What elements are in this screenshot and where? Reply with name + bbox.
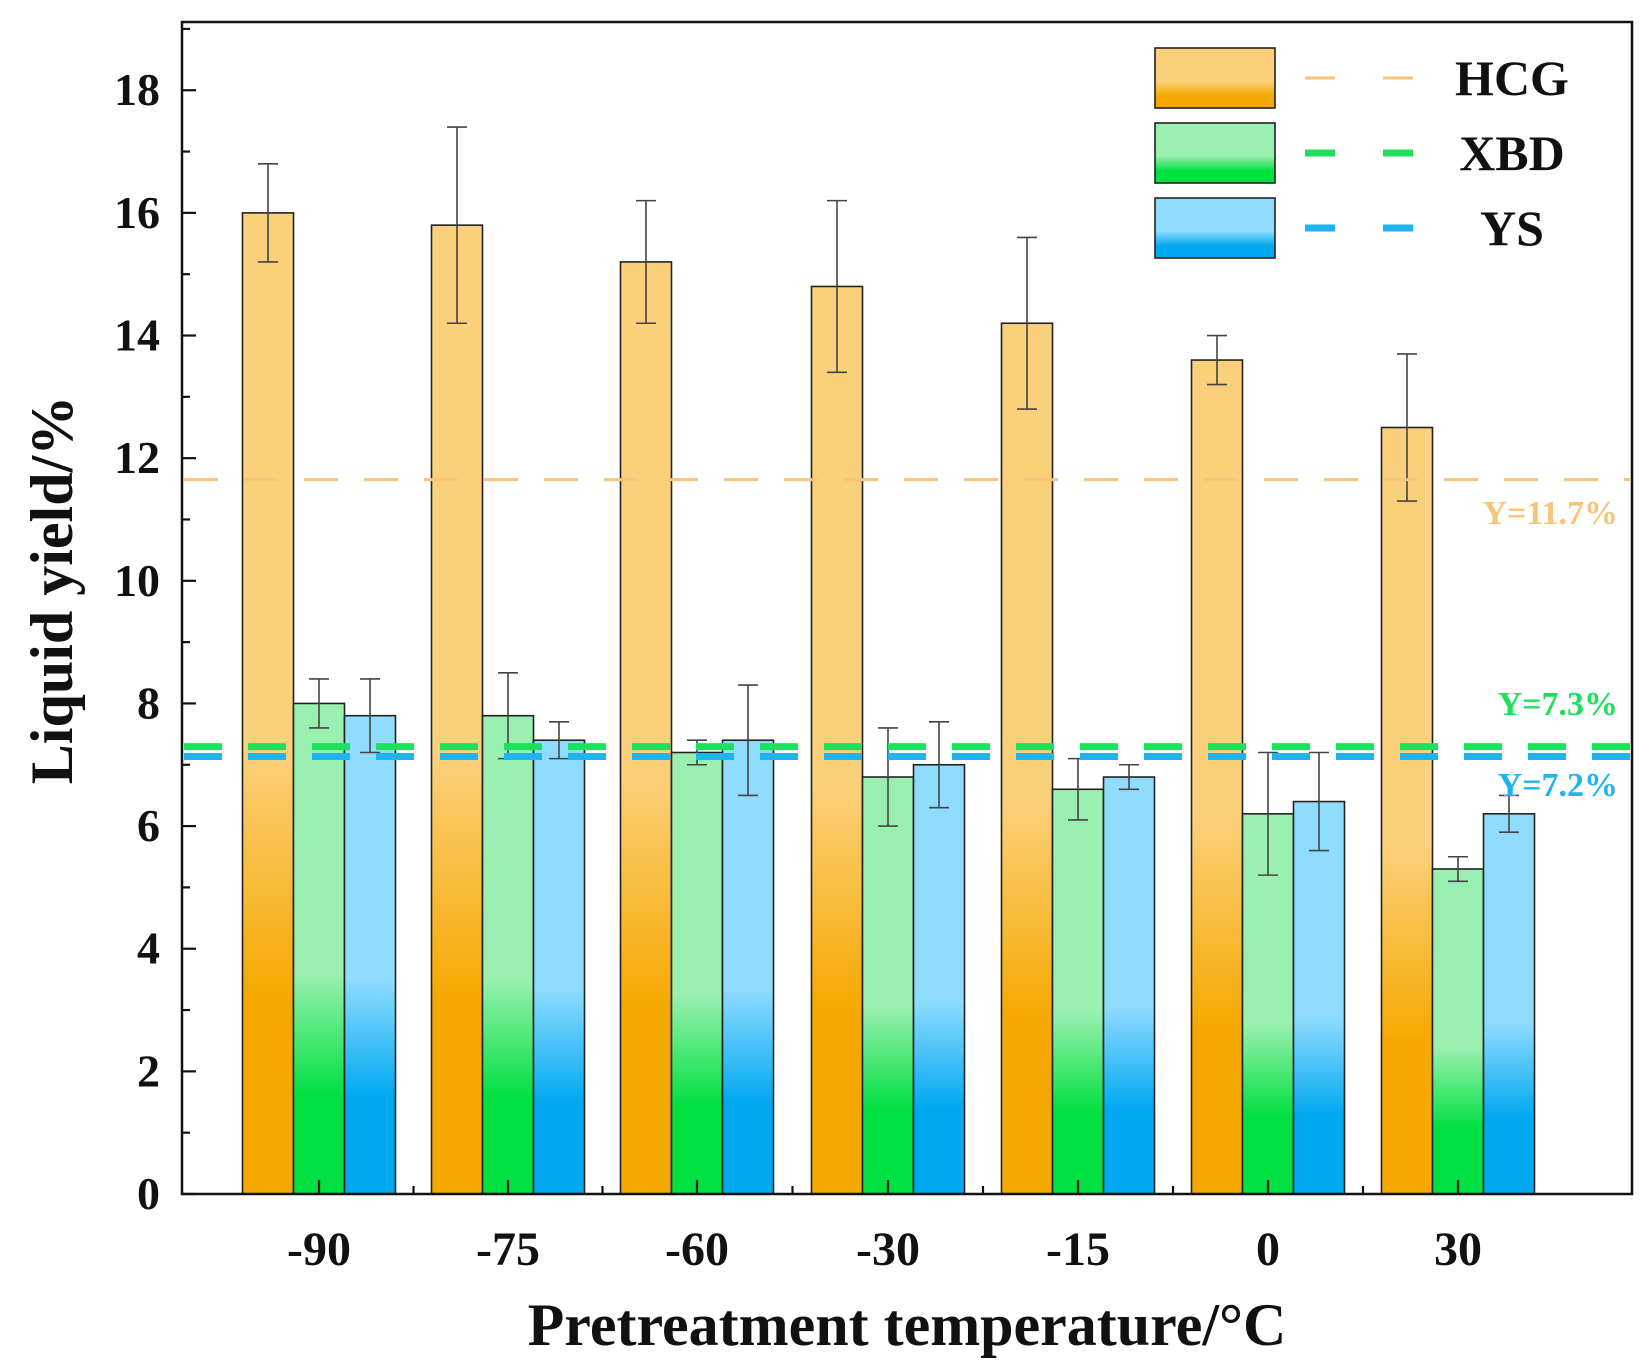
legend-swatch-hcg (1154, 47, 1276, 109)
bar-ys-30 (1482, 813, 1536, 1195)
bar-xbd-0 (1241, 813, 1295, 1195)
legend-entry-xbd: XBD (1154, 122, 1565, 184)
bar-xbd-30 (1431, 868, 1485, 1195)
legend-label-xbd: XBD (1459, 125, 1565, 181)
x-tick-label: -15 (1046, 1223, 1110, 1276)
error-bar-ys--75 (549, 721, 569, 760)
error-bar-xbd-0 (1258, 751, 1278, 876)
x-tick-label: -75 (476, 1223, 540, 1276)
x-tick-label: 0 (1256, 1223, 1280, 1276)
error-bar-ys--15 (1119, 763, 1139, 791)
bar-ys--30 (912, 763, 966, 1195)
x-tick-label: -60 (665, 1223, 729, 1276)
error-bar-ys-30 (1499, 794, 1519, 834)
legend: HCG XBD YS (1154, 47, 1569, 259)
y-axis-title: Liquid yield/% (19, 396, 85, 784)
error-bar-ys--60 (738, 684, 758, 797)
bar-hcg--75 (430, 224, 484, 1195)
plot-frame (180, 20, 1634, 1196)
error-bar-hcg--15 (1017, 236, 1037, 410)
y-tick-label: 14 (114, 310, 160, 361)
x-tick-label: -30 (856, 1223, 920, 1276)
legend-entry-ys: YS (1154, 197, 1544, 259)
bar-hcg-0 (1190, 359, 1244, 1195)
bar-ys--60 (721, 739, 775, 1195)
legend-swatch-ys (1154, 197, 1276, 259)
y-tick-label: 18 (114, 64, 160, 115)
legend-entry-hcg: HCG (1154, 47, 1569, 109)
bar-hcg--90 (241, 212, 295, 1195)
bar-xbd--90 (292, 702, 346, 1195)
bar-hcg--30 (810, 285, 864, 1195)
bar-ys-0 (1292, 800, 1346, 1195)
bars-layer (241, 212, 1536, 1195)
error-bar-hcg-0 (1207, 334, 1227, 386)
y-tick-label: 0 (137, 1168, 160, 1219)
legend-swatch-xbd (1154, 122, 1276, 184)
y-tick-label: 2 (137, 1045, 160, 1096)
error-bar-hcg-30 (1397, 353, 1417, 502)
legend-label-hcg: HCG (1455, 50, 1569, 106)
bar-ys--75 (532, 739, 586, 1195)
bar-ys--90 (343, 714, 397, 1195)
error-bar-xbd--90 (309, 678, 329, 729)
x-axis-title: Pretreatment temperature/°C (528, 1292, 1287, 1358)
bar-xbd--75 (481, 714, 535, 1195)
bar-xbd--60 (670, 751, 724, 1195)
bar-hcg--60 (619, 261, 673, 1195)
y-tick-label: 16 (114, 187, 160, 238)
legend-label-ys: YS (1480, 200, 1544, 256)
bar-ys--15 (1102, 776, 1156, 1195)
x-tick-label: -90 (287, 1223, 351, 1276)
reference-label-hcg: Y=11.7% (1482, 495, 1618, 532)
x-tick-label: 30 (1434, 1223, 1482, 1276)
axes-layer: 0 2 4 6 8 10 12 14 16 18 -90 -75 -60 -30 -15 0 30 Pretrea… (19, 20, 1634, 1358)
error-bar-ys-0 (1309, 751, 1329, 852)
reference-label-ys: Y=7.2% (1498, 767, 1618, 804)
bar-xbd--15 (1051, 788, 1105, 1195)
error-bar-hcg--90 (258, 163, 278, 263)
y-tick-label: 4 (137, 923, 160, 974)
y-tick-label: 12 (114, 432, 160, 483)
bar-hcg-30 (1380, 426, 1434, 1195)
error-bar-xbd-30 (1448, 855, 1468, 883)
reference-label-xbd: Y=7.3% (1498, 686, 1618, 723)
error-bar-hcg--60 (636, 199, 656, 325)
y-tick-label: 8 (137, 677, 160, 728)
reference-lines-layer: Y=11.7% Y=7.3% Y=7.2% (184, 478, 1630, 804)
bar-xbd--30 (861, 776, 915, 1195)
error-bar-ys--90 (360, 678, 380, 754)
y-tick-label: 6 (137, 800, 160, 851)
error-bar-hcg--75 (447, 126, 467, 325)
error-bar-hcg--30 (827, 199, 847, 374)
y-tick-label: 10 (114, 555, 160, 606)
error-bar-ys--30 (929, 721, 949, 809)
